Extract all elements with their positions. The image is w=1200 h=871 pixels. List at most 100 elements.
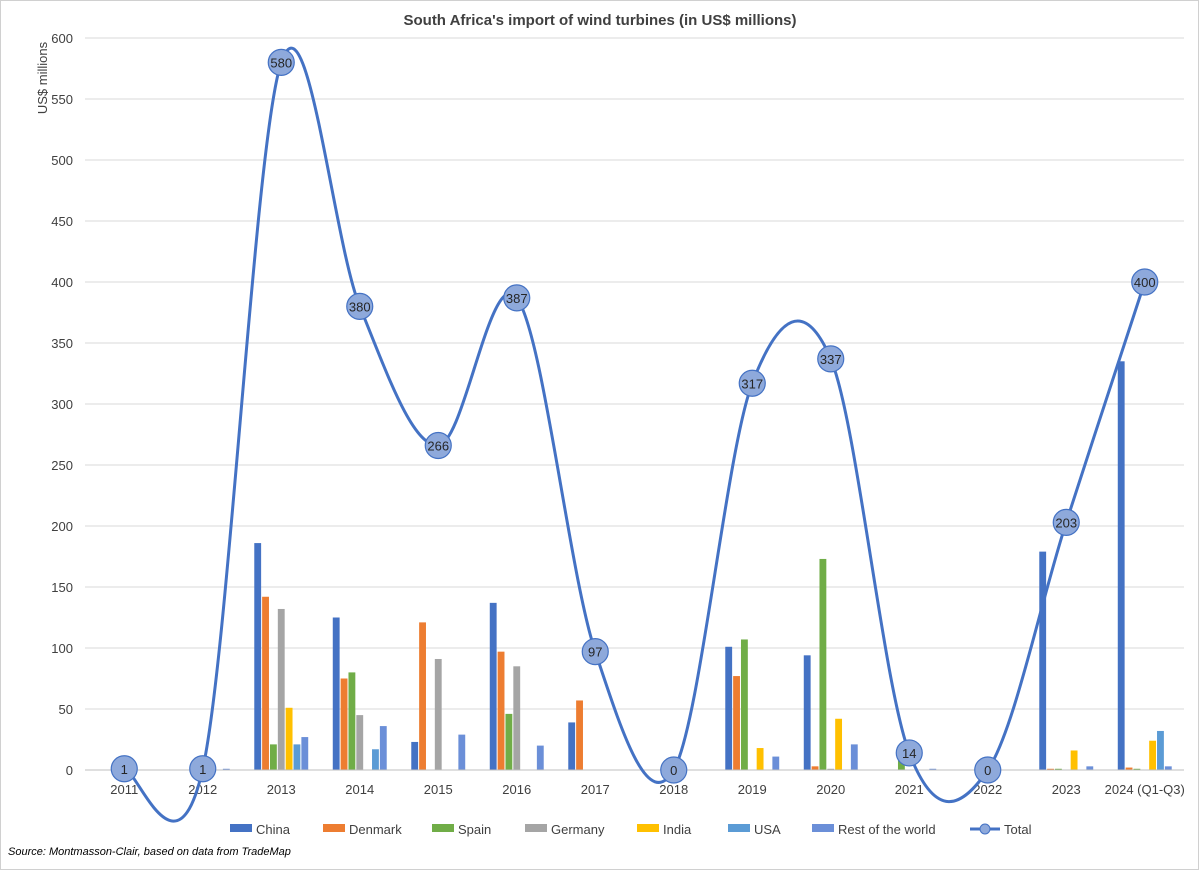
y-tick-label: 50 [59,702,73,717]
total-data-label: 97 [588,645,602,660]
x-tick-label: 2020 [816,782,845,797]
legend-label: Rest of the world [838,822,936,837]
bar-india [1070,750,1078,770]
bar-rest-of-the-world [458,734,466,770]
bar-china [568,722,576,770]
bar-germany [827,768,835,770]
x-tick-label: 2021 [895,782,924,797]
bar-germany [277,608,285,770]
bar-china [332,617,340,770]
legend-label: China [256,822,291,837]
y-tick-label: 600 [51,31,73,46]
legend-label: Germany [551,822,605,837]
bar-china [411,741,419,770]
bar-rest-of-the-world [222,768,230,770]
total-data-label: 387 [506,291,528,306]
gridlines [85,37,1184,771]
total-marker [267,48,295,77]
legend-label: USA [754,822,781,837]
total-marker [424,431,452,460]
bar-denmark [733,676,740,770]
y-tick-label: 200 [51,519,73,534]
y-tick-label: 0 [66,763,73,778]
x-tick-label: 2023 [1052,782,1081,797]
bar-rest-of-the-world [929,768,937,770]
x-tick-label: 2015 [424,782,453,797]
legend-swatch [637,824,659,832]
bar-rest-of-the-world [1086,766,1094,770]
legend: China Denmark Spain Germany India USA Rest of … [230,822,1032,837]
bar-spain [505,713,513,770]
legend-swatch [323,824,345,832]
x-tick-label: 2024 (Q1-Q3) [1105,782,1185,797]
bar-china [1117,361,1125,770]
total-marker [110,755,138,783]
legend-swatch [812,824,834,832]
bar-china [1039,551,1047,770]
legend-label: India [663,822,692,837]
bar-germany [356,715,364,770]
x-axis: 2011 2012 2013 2014 2015 2016 2017 2018 2019 2020… [85,769,1185,797]
legend-label: Denmark [349,822,402,837]
total-data-label: 1 [199,762,206,777]
y-tick-label: 300 [51,397,73,412]
total-data-label: 0 [670,763,677,778]
bar-usa [372,749,379,770]
bar-spain [1054,768,1062,770]
bar-usa [293,744,301,770]
x-tick-label: 2019 [738,782,767,797]
bar-rest-of-the-world [301,737,309,770]
total-marker [581,638,609,666]
bar-denmark [1125,767,1133,770]
legend-label: Total [1004,822,1032,837]
total-marker [660,756,688,784]
x-tick-label: 2011 [110,782,138,797]
bar-denmark [419,622,426,770]
x-tick-label: 2017 [581,782,610,797]
total-data-label: 203 [1055,515,1077,530]
bar-india [835,718,843,770]
bar-rest-of-the-world [536,745,544,770]
total-data-label: 337 [820,352,842,367]
bar-rest-of-the-world [850,744,858,770]
y-tick-label: 500 [51,153,73,168]
y-axis-ticks: 0 50 100 150 200 250 300 350 400 450 500 550 600 [51,31,73,778]
bar-germany [434,658,442,770]
y-tick-label: 450 [51,214,73,229]
y-tick-label: 250 [51,458,73,473]
total-data-label: 14 [902,746,916,761]
bar-china [254,543,262,770]
x-tick-label: 2013 [267,782,296,797]
bar-denmark [1047,768,1054,770]
bar-rest-of-the-world [772,756,780,770]
total-marker [817,345,845,373]
bar-spain [348,672,356,770]
total-marker [738,369,766,397]
chart-title: South Africa's import of wind turbines (… [403,12,796,29]
legend-label: Spain [458,822,491,837]
legend-swatch [432,824,454,832]
bar-china [725,646,733,770]
total-data-label: 380 [349,299,371,314]
legend-marker-swatch [979,823,991,835]
total-marker [346,292,374,320]
total-data-label: 580 [270,55,292,70]
y-axis-label: US$ millions [35,41,50,114]
bars [222,361,1172,770]
y-tick-label: 550 [51,92,73,107]
total-line: 1 1 580 380 266 387 97 0 317 337 14 0 203 400 [110,46,1159,823]
total-data-label: 266 [427,438,449,453]
bar-denmark [811,766,819,770]
bar-rest-of-the-world [1164,766,1172,770]
x-tick-label: 2014 [345,782,374,797]
bar-rest-of-the-world [379,726,387,770]
legend-swatch [230,824,252,832]
bar-india [756,748,764,770]
total-marker [189,755,217,783]
total-data-label: 317 [741,376,763,391]
bar-india [285,707,293,770]
x-tick-label: 2016 [502,782,531,797]
total-data-label: 1 [121,762,128,777]
x-tick-label: 2022 [973,782,1002,797]
y-tick-label: 150 [51,580,73,595]
